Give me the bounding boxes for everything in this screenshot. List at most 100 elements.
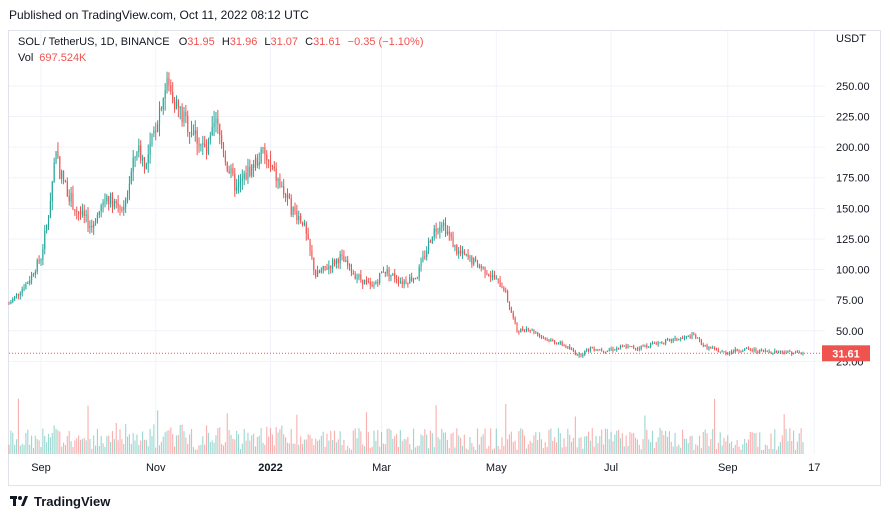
candle-body (507, 290, 509, 302)
candle-body (548, 339, 550, 342)
volume-bar (42, 428, 44, 454)
price-tick-label: 75.00 (836, 295, 864, 307)
volume-bar (507, 439, 509, 454)
volume-bar (697, 445, 699, 454)
last-price-label: 31.61 (832, 348, 860, 360)
volume-bar (670, 441, 672, 454)
candle-body (296, 210, 298, 221)
volume-bar (535, 432, 537, 454)
volume-bar (66, 436, 68, 454)
volume-bar (465, 448, 467, 454)
candle-body (595, 349, 597, 351)
candle-body (134, 156, 136, 158)
volume-bar (712, 429, 714, 454)
candle-body (633, 346, 635, 349)
volume-bar (435, 405, 437, 454)
candle-body (689, 335, 691, 339)
candle-body (260, 149, 262, 163)
volume-bar (25, 432, 27, 454)
candle-body (747, 347, 750, 349)
candle-body (522, 328, 524, 331)
volume-bar (783, 414, 785, 454)
candle-body (533, 329, 535, 333)
brand-name[interactable]: TradingView (34, 493, 111, 509)
volume-bar (554, 437, 556, 454)
candle-body (591, 347, 593, 349)
candle-body (320, 270, 322, 273)
volume-bar (638, 444, 640, 454)
volume-bar (61, 446, 63, 454)
candle-body (142, 156, 144, 161)
candle-body (226, 162, 228, 171)
candle-body (332, 259, 334, 269)
time-tick-label: Nov (146, 462, 166, 474)
volume-bar (497, 446, 499, 454)
volume-bar (764, 444, 766, 454)
candle-body (258, 162, 260, 166)
candle-body (674, 338, 676, 340)
candle-body (618, 347, 620, 349)
volume-bar (360, 431, 362, 454)
volume-bar (717, 442, 719, 454)
candle-body (646, 345, 648, 348)
volume-bar (260, 427, 262, 454)
volume-bar (636, 439, 638, 454)
volume-bar (140, 440, 142, 454)
price-tick-label: 175.00 (836, 173, 870, 185)
volume-bar (482, 434, 484, 454)
candle-body (475, 258, 477, 261)
volume-bar (533, 435, 535, 454)
volume-bar (461, 445, 464, 454)
volume-bar (612, 441, 614, 454)
candle-body (552, 339, 554, 341)
candle-body (505, 290, 507, 292)
candle-body (514, 317, 516, 323)
volume-bar (546, 446, 548, 454)
candle-body (330, 265, 332, 269)
volume-bar (493, 448, 495, 454)
volume-bar (567, 428, 569, 454)
price-tick-label: 250.00 (836, 81, 870, 93)
candle-body (397, 280, 400, 283)
candle-body (283, 186, 285, 195)
volume-bar (185, 437, 187, 454)
candle-body (8, 303, 10, 305)
symbol-name[interactable]: SOL / TetherUS, 1D, BINANCE (18, 36, 170, 48)
volume-bar (365, 412, 368, 454)
candle-body (237, 183, 240, 187)
candle-body (525, 328, 527, 332)
candle-body (153, 130, 155, 134)
volume-bar (587, 431, 590, 454)
volume-bar (802, 442, 804, 454)
volume-bar (326, 433, 328, 454)
candle-body (695, 335, 697, 339)
volume-bar (732, 447, 734, 454)
candle-body (348, 264, 351, 266)
candle-body (110, 193, 112, 205)
volume-bar (115, 422, 117, 454)
candle-body (253, 164, 255, 168)
volume-bar (779, 442, 781, 454)
volume-bar (174, 446, 176, 454)
candle-body (38, 260, 40, 262)
volume-bar (548, 430, 550, 454)
candle-body (742, 350, 744, 352)
volume-bar (586, 435, 588, 454)
candle-body (683, 337, 686, 339)
volume-bar (253, 433, 255, 454)
volume-bar (160, 441, 162, 454)
price-tick-label: 100.00 (836, 265, 870, 277)
volume-bar (181, 424, 183, 454)
candle-body (290, 198, 292, 215)
candle-body (102, 202, 104, 206)
volume-bar (245, 440, 247, 454)
candle-body (251, 164, 253, 176)
candle-body (794, 351, 797, 353)
volume-bar (301, 444, 304, 454)
candle-body (736, 349, 738, 352)
candle-body (565, 345, 567, 348)
volume-bar (593, 446, 595, 454)
volume-bar (364, 446, 366, 454)
volume-bar (168, 430, 170, 454)
